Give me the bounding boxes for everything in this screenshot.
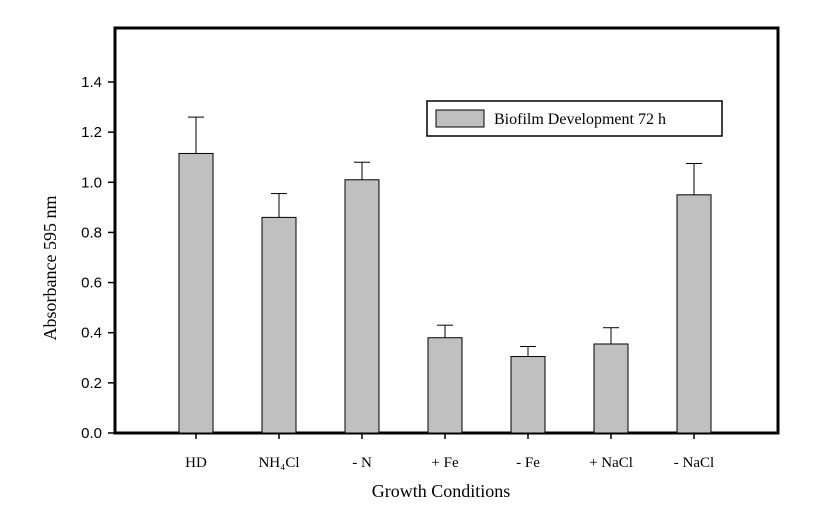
y-tick-label-1: 0.2 — [81, 375, 102, 392]
x-tick-label-2: - N — [352, 455, 372, 471]
y-axis-title: Absorbance 595 nm — [40, 196, 60, 341]
y-tick-label-3: 0.6 — [81, 275, 102, 292]
x-tick-label-0: HD — [185, 455, 207, 471]
bar-2 — [344, 179, 380, 434]
x-tick-label-5: + NaCl — [589, 455, 633, 471]
legend: Biofilm Development 72 h — [426, 100, 723, 137]
x-axis: HD NH₄Cl - N + Fe - Fe + NaCl - NaCl — [185, 433, 714, 471]
y-axis: 0.0 0.2 0.4 0.6 0.8 1.0 1.2 1.4 — [81, 74, 115, 442]
y-tick-label-4: 0.8 — [81, 224, 102, 241]
legend-label: Biofilm Development 72 h — [494, 111, 666, 128]
bar-5 — [593, 343, 629, 434]
bars-layer — [178, 152, 712, 434]
error-bars-layer — [188, 116, 702, 357]
x-tick-label-4: - Fe — [516, 455, 540, 471]
bar-4 — [510, 356, 546, 434]
bar-0 — [178, 152, 214, 434]
bar-3 — [427, 337, 463, 434]
x-tick-label-1: NH₄Cl — [258, 455, 299, 471]
x-axis-title: Growth Conditions — [372, 481, 511, 501]
y-tick-label-2: 0.4 — [81, 325, 102, 342]
x-tick-label-3: + Fe — [431, 455, 459, 471]
legend-swatch — [435, 109, 485, 128]
y-tick-label-7: 1.4 — [81, 74, 102, 91]
bar-6 — [676, 194, 712, 434]
x-tick-label-6: - NaCl — [674, 455, 714, 471]
y-tick-label-0: 0.0 — [81, 425, 102, 442]
y-tick-label-6: 1.2 — [81, 124, 102, 141]
y-tick-label-5: 1.0 — [81, 174, 102, 191]
bar-1 — [261, 216, 297, 434]
